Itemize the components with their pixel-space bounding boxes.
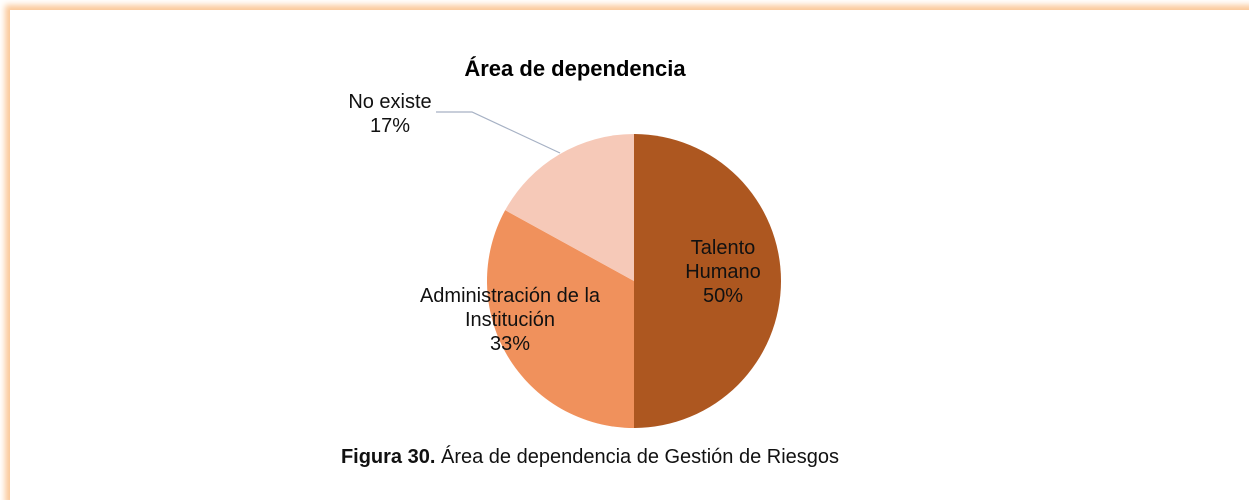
slice-value: 17%	[369, 115, 411, 137]
leader-line	[436, 111, 561, 154]
slice-label: Administración de la Institución 33%	[415, 284, 605, 356]
slice-category: No existe	[348, 91, 432, 113]
page: Área de dependencia Figura 30. Área de d…	[0, 56, 1180, 469]
chart-title: Área de dependencia	[464, 56, 686, 81]
caption-text: Área de dependencia de Gestión de Riesgo…	[440, 446, 840, 468]
slice-label: No existe 17%	[330, 90, 450, 138]
pie-slice	[505, 134, 634, 281]
pie-slice	[487, 210, 634, 428]
caption: Figura 30. Área de dependencia de Gestió…	[0, 446, 1180, 469]
slice-value: 33%	[489, 333, 531, 355]
slice-value: 50%	[702, 285, 744, 307]
caption-label: Figura 30.	[340, 446, 436, 468]
chart	[436, 111, 781, 428]
pie-slice	[634, 134, 781, 428]
slice-category: Talento Humano	[685, 237, 761, 283]
slice-category: Administración de la Institución	[419, 285, 601, 331]
slice-label: Talento Humano 50%	[668, 236, 778, 308]
